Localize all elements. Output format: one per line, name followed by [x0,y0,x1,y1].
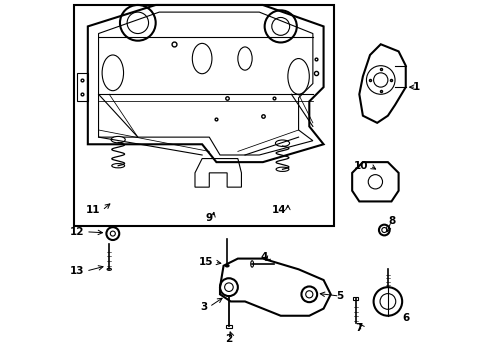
Text: 3: 3 [200,302,207,312]
Bar [353,297,358,300]
Ellipse shape [275,140,290,147]
Ellipse shape [225,265,229,267]
Text: 13: 13 [70,266,84,276]
Text: 8: 8 [388,216,395,226]
Text: 12: 12 [70,227,84,237]
Text: 11: 11 [86,205,100,215]
Text: 15: 15 [198,257,213,267]
Ellipse shape [112,163,124,168]
Bar [226,325,232,328]
Text: 7: 7 [356,323,363,333]
Text: 14: 14 [271,205,286,215]
Text: 1: 1 [413,82,420,92]
Ellipse shape [251,261,253,267]
Text: 10: 10 [354,161,368,171]
Ellipse shape [111,136,125,143]
Text: 4: 4 [261,252,268,262]
Ellipse shape [276,167,289,171]
Text: 6: 6 [402,312,410,323]
Ellipse shape [107,268,111,270]
Text: 2: 2 [225,334,233,344]
Text: 9: 9 [206,212,213,222]
Text: 5: 5 [336,291,343,301]
